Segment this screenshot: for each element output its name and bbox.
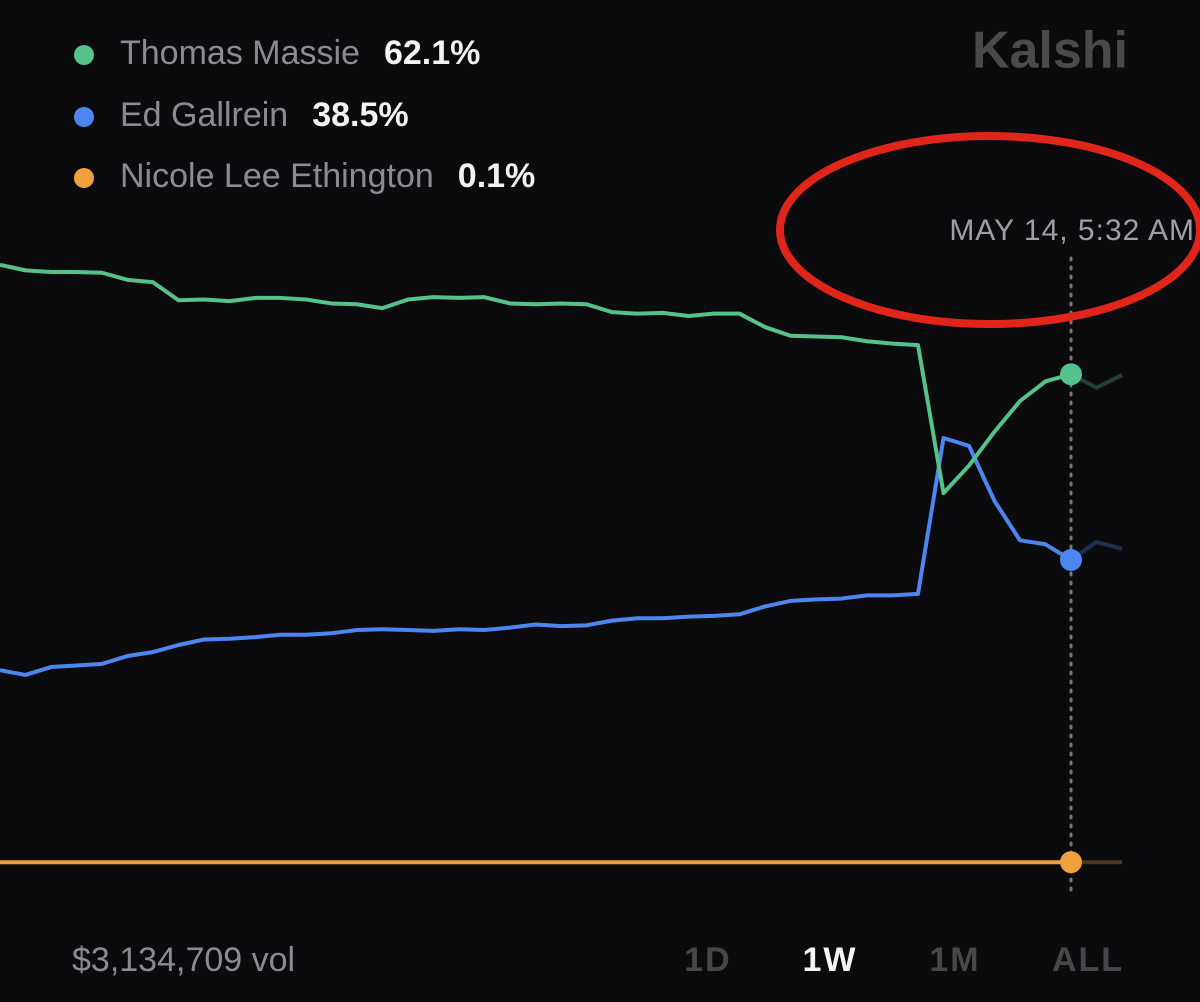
hover-date: MAY 14, 5:32 AM bbox=[949, 214, 1195, 247]
range-button[interactable]: 1W bbox=[803, 941, 858, 979]
highlight-circle bbox=[776, 132, 1200, 328]
legend-name: Nicole Lee Ethington bbox=[120, 157, 434, 195]
legend-value: 62.1% bbox=[384, 34, 480, 72]
legend-name: Thomas Massie bbox=[120, 34, 360, 72]
range-button[interactable]: 1M bbox=[929, 941, 980, 979]
legend-dot bbox=[74, 45, 94, 65]
range-button[interactable]: ALL bbox=[1052, 941, 1124, 979]
legend-entry: Thomas Massie 62.1% bbox=[120, 34, 480, 72]
legend-value: 0.1% bbox=[458, 157, 536, 195]
legend-entry: Ed Gallrein 38.5% bbox=[120, 96, 409, 134]
legend-name: Ed Gallrein bbox=[120, 96, 288, 134]
legend-entry: Nicole Lee Ethington 0.1% bbox=[120, 157, 535, 195]
hover-dot bbox=[1060, 363, 1082, 386]
series-line bbox=[0, 262, 1072, 496]
volume: $3,134,709 vol bbox=[72, 941, 295, 979]
brand-logo: Kalshi bbox=[972, 22, 1128, 80]
legend-dot bbox=[74, 168, 94, 188]
series-line bbox=[0, 436, 1073, 677]
hover-dot bbox=[1060, 549, 1082, 572]
range-button[interactable]: 1D bbox=[684, 941, 731, 979]
legend-value: 38.5% bbox=[312, 96, 408, 134]
legend-dot bbox=[74, 107, 94, 127]
hover-dot bbox=[1060, 851, 1082, 874]
